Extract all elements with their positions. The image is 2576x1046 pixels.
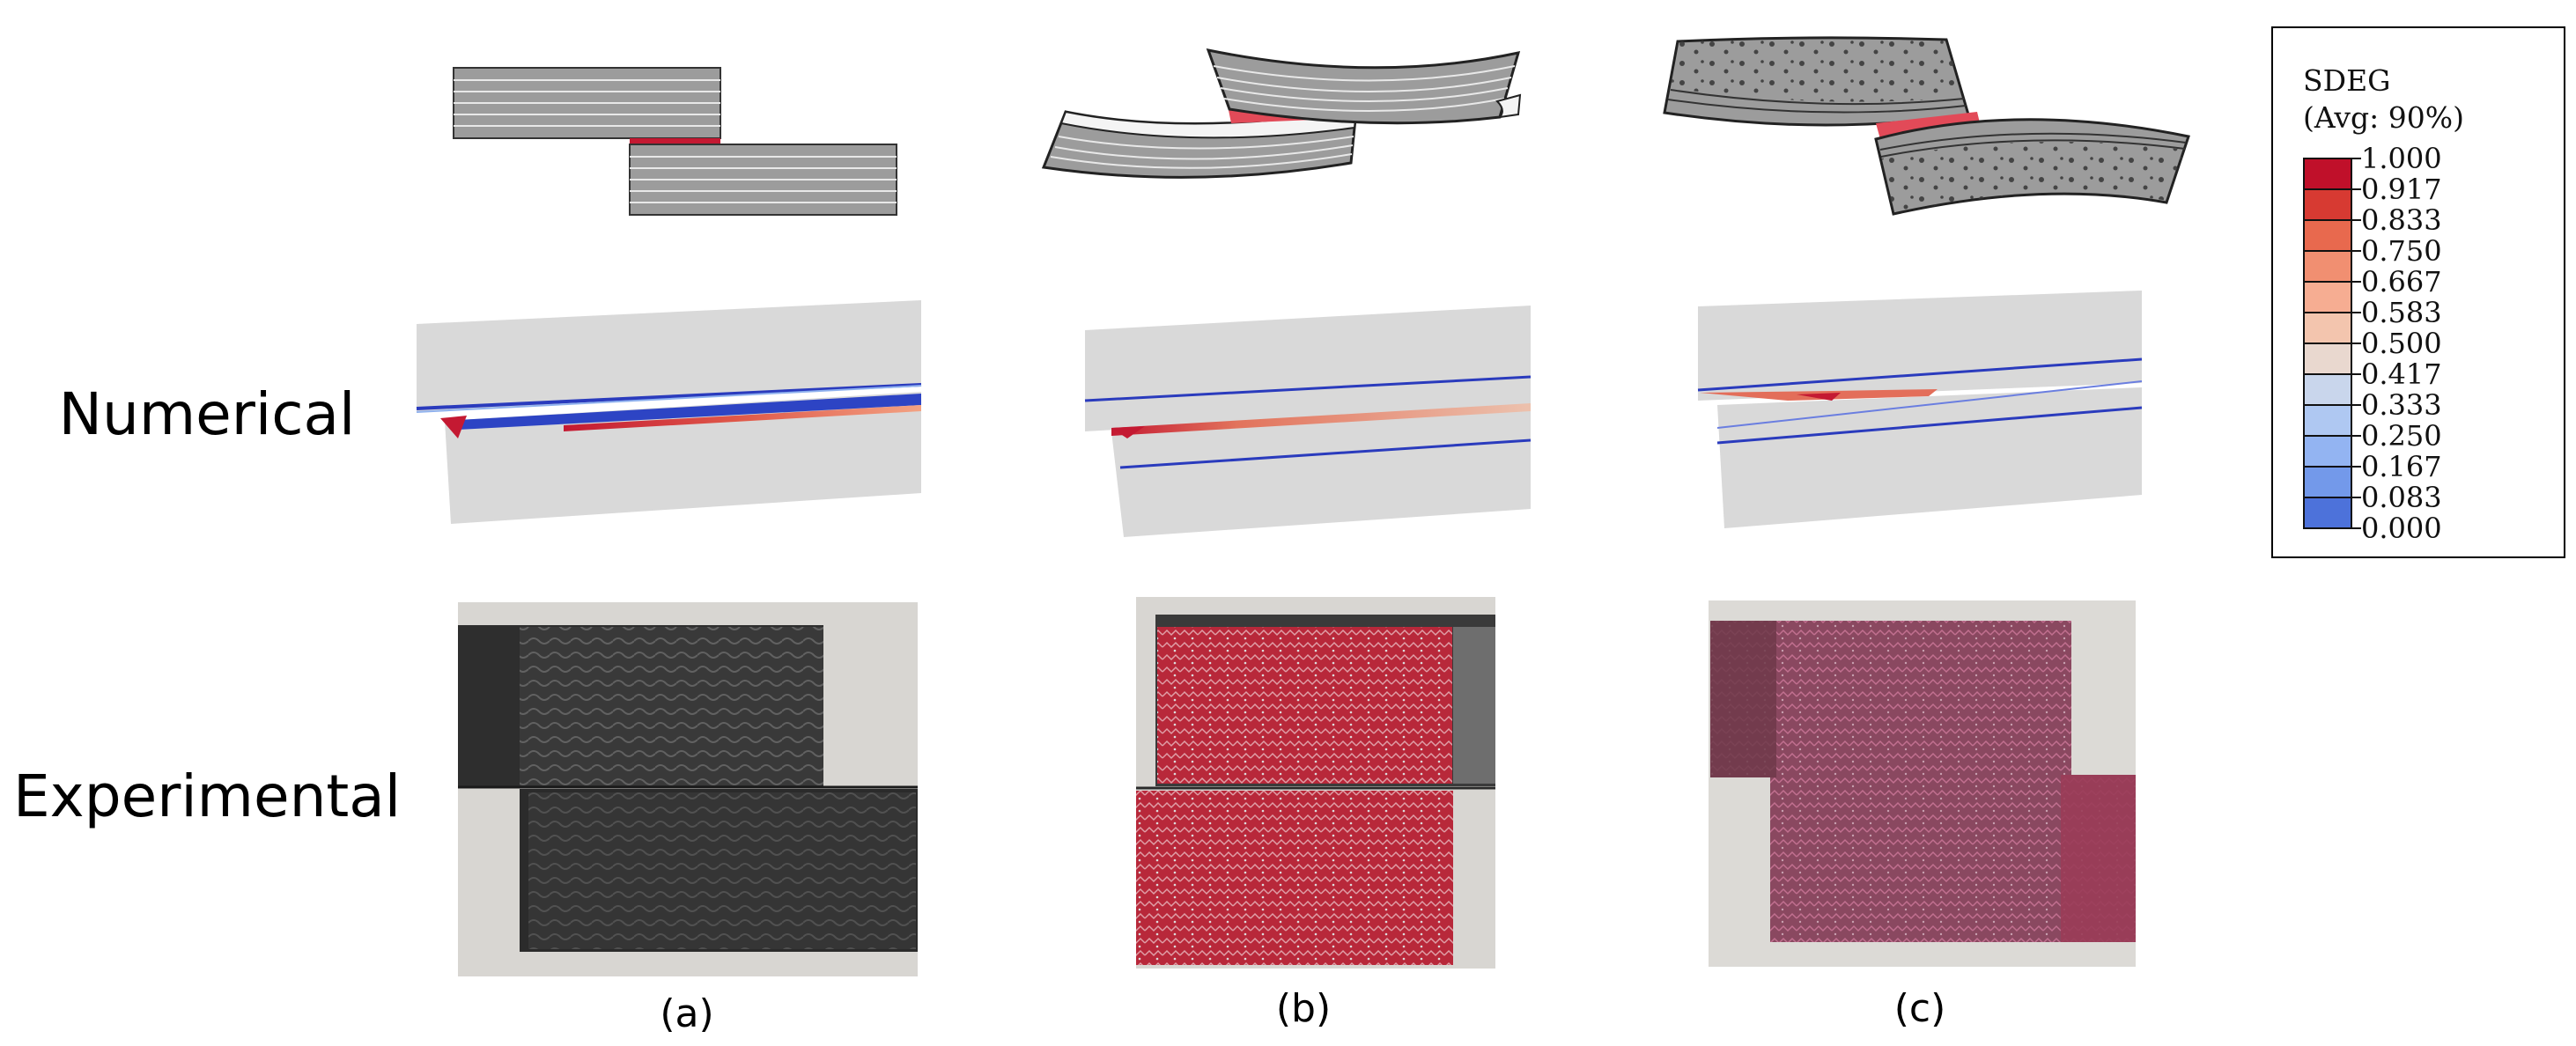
legend-swatch bbox=[2303, 313, 2352, 343]
numerical-model-b bbox=[1084, 306, 1532, 537]
legend-value-label: 1.000 bbox=[2361, 142, 2442, 175]
legend-subtitle: (Avg: 90%) bbox=[2303, 100, 2464, 135]
numerical-row-label: Numerical bbox=[58, 380, 356, 448]
caption-b: (b) bbox=[1275, 986, 1332, 1031]
sdeg-legend: SDEG (Avg: 90%) 1.000 0.917 0.833 0.750 0.66… bbox=[2271, 26, 2565, 558]
experimental-photo-b bbox=[1136, 597, 1495, 969]
legend-value-label: 0.833 bbox=[2361, 203, 2442, 237]
legend-value-label: 0.750 bbox=[2361, 234, 2442, 268]
caption-c: (c) bbox=[1893, 986, 1946, 1031]
legend-value-label: 0.167 bbox=[2361, 450, 2442, 483]
legend-swatch bbox=[2303, 405, 2352, 436]
legend-title: SDEG bbox=[2303, 63, 2391, 98]
experimental-photo-a bbox=[458, 602, 918, 976]
legend-value-label: 0.333 bbox=[2361, 388, 2442, 422]
legend-tick bbox=[2303, 466, 2361, 468]
legend-tick bbox=[2303, 373, 2361, 375]
legend-tick bbox=[2303, 527, 2361, 529]
legend-value-label: 0.917 bbox=[2361, 173, 2442, 206]
legend-tick bbox=[2303, 188, 2361, 190]
caption-a: (a) bbox=[660, 991, 714, 1036]
legend-value-label: 0.583 bbox=[2361, 296, 2442, 329]
legend-tick bbox=[2303, 219, 2361, 221]
legend-value-label: 0.667 bbox=[2361, 265, 2442, 298]
legend-value-label: 0.500 bbox=[2361, 327, 2442, 360]
experimental-photo-c bbox=[1709, 600, 2136, 967]
schematic-a bbox=[453, 67, 897, 216]
legend-swatch bbox=[2303, 282, 2352, 313]
legend-swatch bbox=[2303, 220, 2352, 251]
legend-swatch bbox=[2303, 189, 2352, 220]
legend-tick bbox=[2303, 281, 2361, 283]
legend-swatch bbox=[2303, 436, 2352, 467]
legend-value-label: 0.417 bbox=[2361, 357, 2442, 391]
legend-tick bbox=[2303, 250, 2361, 252]
legend-value-label: 0.083 bbox=[2361, 481, 2442, 514]
legend-swatch bbox=[2303, 467, 2352, 497]
numerical-model-c bbox=[1697, 291, 2143, 528]
legend-swatch bbox=[2303, 497, 2352, 528]
legend-tick bbox=[2303, 404, 2361, 406]
schematic-c bbox=[1663, 36, 2190, 216]
schematic-b bbox=[1041, 48, 1522, 179]
numerical-model-a bbox=[416, 300, 922, 524]
legend-value-label: 0.250 bbox=[2361, 419, 2442, 453]
legend-tick bbox=[2303, 158, 2361, 159]
legend-value-label: 0.000 bbox=[2361, 512, 2442, 545]
legend-swatch bbox=[2303, 374, 2352, 405]
legend-tick bbox=[2303, 497, 2361, 498]
legend-swatch bbox=[2303, 158, 2352, 189]
legend-tick bbox=[2303, 435, 2361, 437]
legend-tick bbox=[2303, 343, 2361, 344]
legend-swatch bbox=[2303, 251, 2352, 282]
legend-tick bbox=[2303, 312, 2361, 313]
legend-swatch bbox=[2303, 343, 2352, 374]
experimental-row-label: Experimental bbox=[12, 762, 402, 830]
